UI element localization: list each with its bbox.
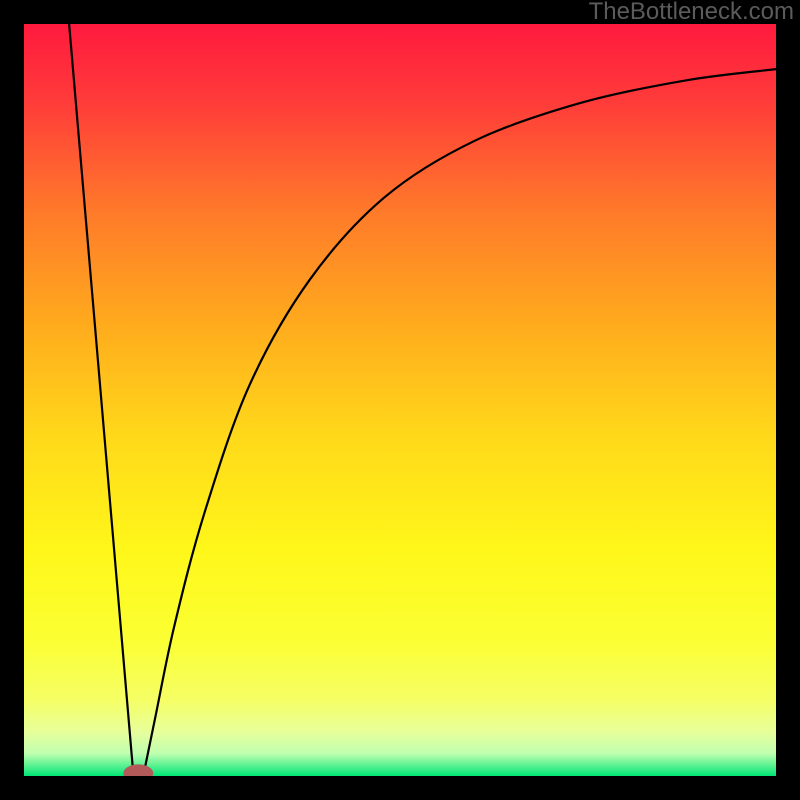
bottleneck-chart [0,0,800,800]
plot-background [24,24,776,776]
watermark-text: TheBottleneck.com [589,0,794,24]
chart-container: TheBottleneck.com [0,0,800,800]
